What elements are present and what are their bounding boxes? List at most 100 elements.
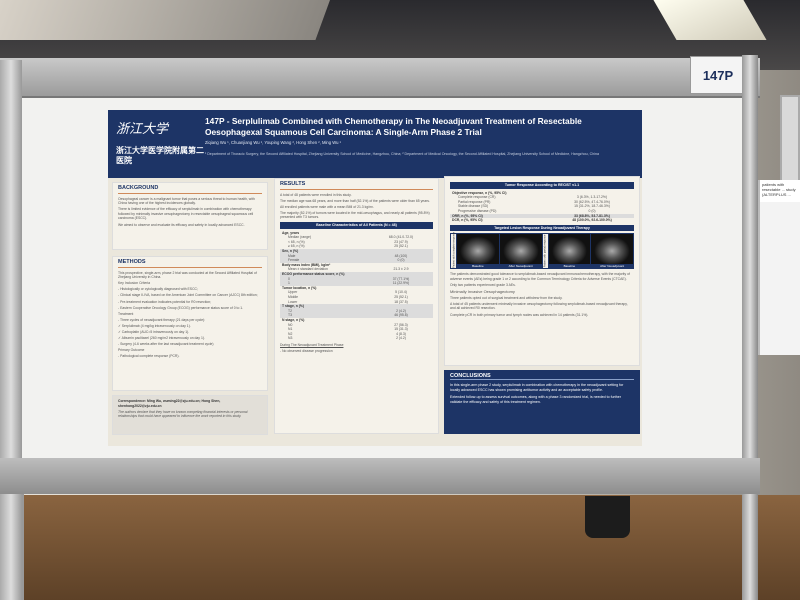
row-value: 15 (31.2%, 18.7-46.3%) [574,204,610,209]
response-section: Tumor Response According to RECIST v1.1 … [444,176,640,366]
table-row: DCR, n (%, 95% CI) 48 (100.0%, 92.6-100.0… [450,218,634,223]
board-top-bar [0,58,760,98]
row-label: Age, years [282,230,300,235]
mio-bullet: Three patients opted out of surgical tre… [450,295,563,300]
methods-line: - Eastern Cooperative Oncology Group (EC… [118,305,244,310]
methods-line: Key Inclusion Criteria [118,281,151,286]
row-label: ORR, n (%, 95% CI) [452,213,483,218]
row-label: Mean ± standard deviation [288,267,328,272]
table-row: N1 15 (31.3) [280,327,433,332]
table-row: N2 4 (8.3) [280,332,433,337]
row-value: 37 (77.1%) [392,276,410,281]
row-label: N0 [288,322,293,327]
board-number-label: 147P [690,56,746,94]
row-label: Complete response (CR) [458,195,496,200]
methods-heading: METHODS [118,259,262,268]
board-right-post [742,55,758,600]
row-label: ≥ 65, n (%) [288,244,305,249]
table-row: ORR, n (%, 95% CI) 33 (68.8%, 53.7-81.3%) [450,213,634,219]
poster-affiliations: ¹ Department of Thoracic Surgery, the Se… [205,152,599,156]
scan-caption: Baseline [548,263,591,269]
row-value: 2 (4.2) [396,336,406,341]
row-value: 5 (10.4) [395,290,407,295]
floor [0,495,800,600]
table-row: Stable disease (SD) 15 (31.2%, 18.7-46.3%… [450,204,634,209]
row-label: Female [288,258,300,263]
results-paragraph: All enrolled patients were male with a m… [280,204,375,209]
row-value: 23 (47.9) [394,239,408,244]
row-value: 68.0 (41.0-72.0) [388,235,414,240]
baseline-table: Age, years Median (range) 68.0 (41.0-72.0)… [280,231,433,341]
table-row: Lower 18 (37.5) [280,300,433,305]
methods-line: ✓ Albumin paclitaxel (260 mg/m2 intraven… [118,336,205,341]
side-label-text: Patient with complete response [452,232,455,269]
side-screen [780,95,800,185]
row-value: 18 (37.5) [394,299,408,304]
table-row: Sex, n (%) [280,249,433,254]
methods-line: - Pre-treatment evaluation indicates pot… [118,299,212,304]
row-value: 48 (100.0%, 92.6-100.0%) [572,218,612,223]
phase-heading: During The Neoadjuvant Treatment Phase [280,342,344,347]
ct-scan-image: After Neoadjuvant [591,234,633,269]
table-row: Female 0 (0) [280,258,433,263]
table-row: Tumor location, n (%) [280,286,433,291]
scan-caption: After Neoadjuvant [591,263,633,269]
row-label: Stable disease (SD) [458,204,489,209]
trash-bin [585,496,630,538]
row-label: N1 [288,327,293,332]
hospital-logo: 浙江大学医学院附属第二医院 [116,146,204,165]
disclosure-text: The authors declare that they have no kn… [118,409,248,419]
table-row: Objective response, n (%, 95% CI) [450,191,634,196]
table-row: N stage, n (%) [280,318,433,323]
row-value: 25 (52.1) [394,294,408,299]
ct-scan-image: Baseline [548,234,591,269]
table-row: T3 46 (95.8) [280,313,433,318]
row-label: Progressive disease (PD) [458,208,497,213]
conclusions-heading: CONCLUSIONS [450,373,634,380]
table-row: Middle 25 (52.1) [280,295,433,300]
adjacent-poster: patients with resectable ... study (ALTE… [758,180,800,355]
row-label: T stage, n (%) [282,304,305,309]
methods-line: - Histologically or cytologically diagno… [118,287,198,292]
poster-authors: Ziqiang Wu ¹, Chuanjiang Wu ¹, Youping W… [205,140,342,145]
scan-caption: After Neoadjuvant [499,263,542,269]
methods-line: ✓ Serplulimab (4 mg/kg intravenously on … [118,323,191,328]
row-label: 0 [288,276,290,281]
row-value: 21.3 ± 2.9 [393,267,409,272]
results-paragraph: The majority (52.1%) of tumors were loca… [280,210,430,220]
methods-section: METHODS This prospective, single-arm, ph… [112,256,268,391]
table-row: T2 2 (4.2) [280,308,433,314]
scan-side-label: Patient with partial response [542,234,548,269]
mio-heading: Minimally Invasive Oesophagectomy [450,288,515,294]
side-label-text: Patient with partial response [543,235,547,268]
methods-line: - Three cycles of neoadjuvant therapy (2… [118,317,206,322]
images-title: Targeted Lesion Response During Neoadjuv… [450,224,634,232]
table-row: Partial response (PR) 30 (62.5%, 47.4-76.… [450,200,634,205]
row-label: Sex, n (%) [282,249,299,254]
poster: 浙江大学 浙江大学医学院附属第二医院 147P - Serplulimab Co… [108,110,642,446]
row-label: < 65, n (%) [288,239,305,244]
row-value: 27 (56.3) [394,322,408,327]
row-label: Tumor location, n (%) [282,285,317,290]
table-row: Progressive disease (PD) 0 (0) [450,209,634,214]
board-left-post [0,60,22,600]
baseline-table-title: Baseline Characteristics of All Patients… [280,222,433,229]
methods-line: Treatment [118,311,134,316]
poster-header: 浙江大学 浙江大学医学院附属第二医院 147P - Serplulimab Co… [108,110,642,178]
results-paragraph: The median age was 68 years, and more th… [280,198,430,203]
table-row: Age, years [280,231,433,236]
safety-bullet: The patients demonstrated good tolerance… [450,272,630,281]
row-value: 30 (62.5%, 47.4-76.0%) [574,199,610,204]
row-label: Male [288,253,296,258]
row-label: Partial response (PR) [458,199,491,204]
response-table: Objective response, n (%, 95% CI) Complet… [450,191,634,223]
table-row: N3 2 (4.2) [280,336,433,341]
conclusions-section: CONCLUSIONS In this single-arm phase 2 s… [444,370,640,434]
row-value: 15 (31.3) [394,327,408,332]
row-label: Upper [288,290,298,295]
adjacent-poster-text: patients with resectable ... study (ALTE… [760,180,800,202]
results-heading: RESULTS [280,181,433,190]
row-value: 46 (95.8) [394,313,408,318]
row-value: 2 (4.2) [396,308,406,313]
ct-scan-image: Baseline [457,234,499,269]
